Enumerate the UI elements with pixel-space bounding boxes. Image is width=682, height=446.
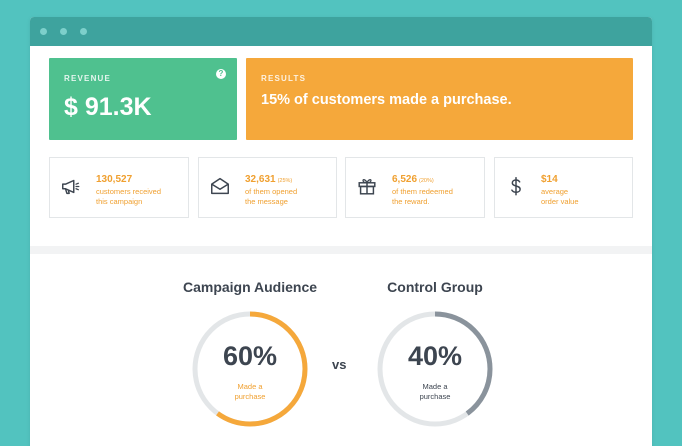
- stat-card-opened: 32,631 (25%) of them opened the message: [198, 157, 337, 218]
- revenue-value: $ 91.3K: [64, 93, 152, 121]
- stat-description: customers received this campaign: [96, 187, 162, 206]
- section-divider: [30, 246, 652, 254]
- campaign-ring-progress: [192, 311, 308, 427]
- stat-card-redeemed: 6,526 (20%) of them redeemed the reward.: [345, 157, 485, 218]
- results-card: RESULTS 15% of customers made a purchase…: [246, 58, 633, 140]
- stat-value: 130,527: [96, 174, 133, 185]
- window-titlebar: [30, 17, 652, 46]
- window-dot-icon[interactable]: [40, 28, 47, 35]
- stat-description: of them redeemed the reward.: [392, 187, 453, 206]
- control-caption: Made a purchase: [419, 382, 451, 401]
- window-dot-icon[interactable]: [60, 28, 67, 35]
- revenue-card: REVENUE $ 91.3K ?: [49, 58, 237, 140]
- browser-window: REVENUE $ 91.3K ? RESULTS 15% of custome…: [30, 17, 652, 446]
- campaign-caption: Made a purchase: [234, 382, 266, 401]
- stat-value: 32,631 (25%): [245, 174, 293, 185]
- control-ring: 40% Made a purchase: [375, 309, 495, 429]
- stat-value: 6,526 (20%): [392, 174, 434, 185]
- stat-description: average order value: [541, 187, 579, 206]
- control-percent: 40%: [407, 341, 463, 371]
- campaign-ring: 60% Made a purchase: [190, 309, 310, 429]
- stat-value: $14: [541, 174, 558, 185]
- campaign-percent: 60%: [222, 341, 278, 371]
- results-value: 15% of customers made a purchase.: [261, 92, 512, 108]
- window-dot-icon[interactable]: [80, 28, 87, 35]
- control-ring-progress: [377, 311, 493, 427]
- stat-card-recipients: 130,527 customers received this campaign: [49, 157, 189, 218]
- revenue-kicker: REVENUE: [64, 74, 112, 83]
- megaphone-icon: [62, 179, 80, 195]
- results-kicker: RESULTS: [261, 74, 307, 83]
- vs-label: vs: [332, 357, 347, 372]
- stat-card-order-value: $14 average order value: [494, 157, 633, 218]
- dollar-icon: [511, 177, 521, 196]
- question-icon[interactable]: ?: [216, 69, 226, 79]
- stat-description: of them opened the message: [245, 187, 298, 206]
- control-group-title: Control Group: [387, 279, 483, 295]
- gift-icon: [358, 179, 376, 195]
- campaign-audience-title: Campaign Audience: [182, 279, 318, 295]
- envelope-icon: [211, 177, 229, 195]
